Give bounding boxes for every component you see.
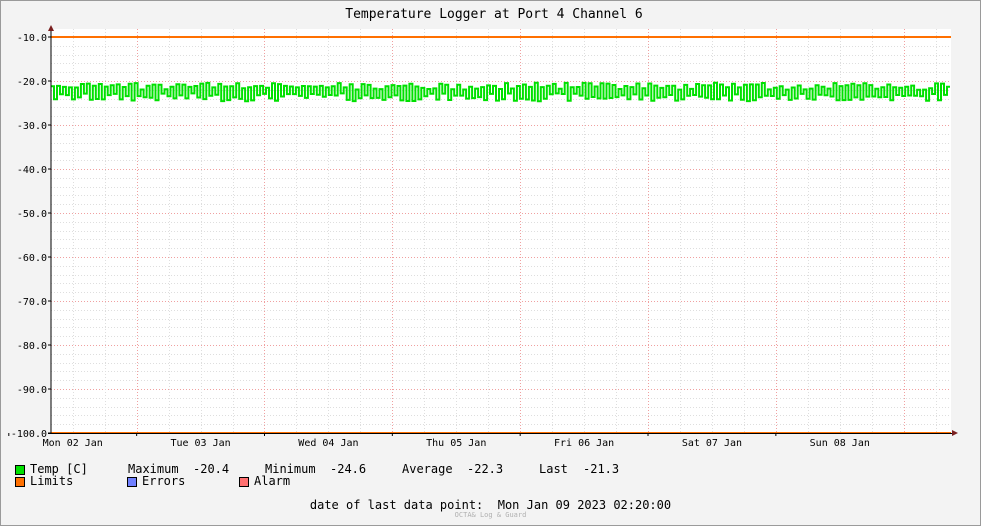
errors-swatch — [127, 477, 137, 487]
temp-line — [51, 81, 950, 103]
x-tick-label: Thu 05 Jan — [426, 438, 486, 449]
x-tick-label: Mon 02 Jan — [43, 438, 103, 449]
legend-last-label: Last — [539, 462, 568, 476]
x-axis-ticks: Mon 02 Jan Tue 03 Jan Wed 04 Jan Thu 05 Jan… — [8, 433, 870, 449]
y-tick-label: -40.0 — [17, 165, 47, 176]
legend-maximum-value: -20.4 — [193, 462, 230, 476]
legend-maximum-label: Maximum — [128, 462, 179, 476]
y-tick-label: -30.0 — [17, 121, 47, 132]
y-tick-label: -60.0 — [17, 253, 47, 264]
legend-limits-label: Limits — [30, 474, 74, 488]
last-point-value: Mon Jan 09 2023 02:20:00 — [497, 498, 672, 512]
y-tick-label: -100.0 — [11, 429, 47, 440]
y-tick-label: -90.0 — [17, 385, 47, 396]
legend-alarm-label: Alarm — [254, 474, 291, 488]
x-axis-arrow — [952, 430, 958, 436]
temp-series — [51, 81, 950, 103]
y-tick-label: -10.0 — [17, 33, 47, 44]
watermark: OCTA& Log & Guard — [454, 511, 527, 519]
x-tick-label: Fri 06 Jan — [554, 438, 614, 449]
legend-average-value: -22.3 — [467, 462, 504, 476]
x-tick-label: Sat 07 Jan — [682, 438, 742, 449]
legend-average-label: Average — [402, 462, 453, 476]
axes — [48, 25, 958, 436]
x-tick-label: Tue 03 Jan — [170, 438, 230, 449]
temp-swatch — [15, 465, 25, 475]
last-point-label: date of last data point: — [309, 498, 484, 512]
limits-swatch — [15, 477, 25, 487]
last-data-point: date of last data point: Mon Jan 09 2023… — [0, 498, 981, 512]
y-axis-ticks: -10.0 -20.0 -30.0 -40.0 -50.0 -60.0 -70.0 -80.0… — [11, 33, 51, 440]
legend-errors-label: Errors — [142, 474, 186, 488]
legend-temp-label: Temp [C] — [30, 462, 88, 476]
x-tick-label: Sun 08 Jan — [810, 438, 870, 449]
y-tick-label: -50.0 — [17, 209, 47, 220]
chart-title: Temperature Logger at Port 4 Channel 6 — [345, 7, 642, 22]
alarm-swatch — [239, 477, 249, 487]
y-tick-label: -70.0 — [17, 297, 47, 308]
y-axis-arrow — [48, 25, 54, 31]
legend-minimum-value: -24.6 — [330, 462, 367, 476]
legend-minimum-label: Minimum — [265, 462, 316, 476]
x-tick-label: Wed 04 Jan — [298, 438, 358, 449]
temperature-chart: Temperature Logger at Port 4 Channel 6 -… — [8, 7, 958, 449]
y-tick-label: -80.0 — [17, 341, 47, 352]
legend-last-value: -21.3 — [583, 462, 620, 476]
y-tick-label: -20.0 — [17, 77, 47, 88]
